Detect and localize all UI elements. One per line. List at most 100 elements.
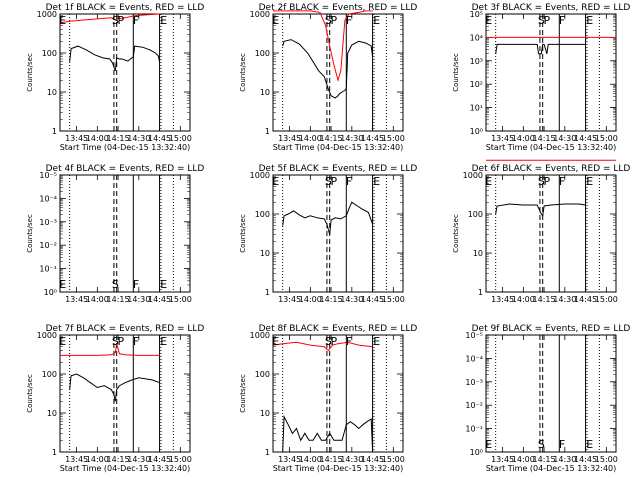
x-tick-label: 14:30 [553, 134, 576, 143]
x-tick-label: 15:00 [382, 455, 405, 464]
y-tick-label: 10⁻² [465, 401, 483, 410]
x-tick-label: 14:15 [533, 295, 556, 304]
y-axis-label: Counts/sec [452, 53, 460, 92]
x-tick-label: 15:00 [169, 134, 192, 143]
x-tick-label: 14:45 [574, 134, 597, 143]
y-tick-label: 1000 [250, 10, 270, 19]
marker-label-p: P [331, 335, 338, 348]
lld-series-line [59, 13, 160, 24]
panel-title: Det 3f BLACK = Events, RED = LLD [472, 3, 631, 13]
marker-label-p: P [331, 14, 338, 27]
x-tick-label: 14:30 [553, 295, 576, 304]
marker-label-f: F [559, 438, 565, 451]
x-tick-label: 14:45 [574, 455, 597, 464]
marker-label-e: E [272, 335, 279, 348]
x-axis-label: Start Time (04-Dec-15 13:32:40) [273, 464, 404, 473]
marker-label-e: E [59, 14, 66, 27]
y-tick-label: 10⁻¹ [465, 425, 483, 434]
marker-label-f: F [346, 175, 352, 188]
y-tick-label: 10¹ [470, 104, 483, 113]
y-tick-label: 100 [42, 370, 57, 379]
plot-frame [272, 334, 404, 453]
y-tick-label: 10 [47, 88, 57, 97]
x-tick-label: 15:00 [382, 295, 405, 304]
y-tick-label: 10² [470, 80, 483, 89]
marker-label-e: E [485, 438, 492, 451]
x-tick-label: 14:45 [361, 295, 384, 304]
marker-label-s: S [538, 175, 545, 188]
marker-label-s: S [325, 175, 332, 188]
events-series-line [282, 414, 374, 453]
x-tick-label: 14:30 [553, 455, 576, 464]
y-axis-label: Counts/sec [26, 53, 34, 92]
marker-label-s: S [325, 335, 332, 348]
marker-label-e: E [160, 335, 167, 348]
plot-frame [59, 13, 191, 132]
events-series-line [495, 43, 586, 55]
y-tick-label: 10⁻³ [465, 378, 483, 387]
panel-title: Det 1f BLACK = Events, RED = LLD [46, 3, 205, 13]
y-tick-label: 10⁻⁵ [465, 331, 483, 340]
events-series-line [282, 201, 374, 235]
y-tick-label: 10⁰ [44, 288, 57, 297]
x-tick-label: 14:45 [148, 134, 171, 143]
x-tick-label: 14:15 [320, 455, 343, 464]
x-tick-label: 14:15 [320, 134, 343, 143]
panel-title: Det 4f BLACK = Events, RED = LLD [46, 164, 205, 174]
y-tick-label: 1 [265, 448, 270, 457]
marker-label-e: E [373, 175, 380, 188]
lld-series-line [273, 10, 373, 83]
panel-title: Det 5f BLACK = Events, RED = LLD [259, 164, 418, 174]
y-tick-label: 100 [468, 210, 483, 219]
plot-frame [485, 334, 617, 453]
y-tick-label: 100 [42, 49, 57, 58]
x-tick-label: 14:00 [299, 134, 322, 143]
y-axis-label: Counts/sec [239, 53, 247, 92]
marker-label-s: S [112, 278, 119, 291]
panel-6: Det 6f BLACK = Events, RED = LLD 1 10 100 10… [452, 159, 630, 304]
x-tick-label: 14:30 [127, 455, 150, 464]
y-tick-label: 10⁵ [470, 10, 483, 19]
x-tick-label: 13:45 [278, 295, 301, 304]
marker-label-p: P [544, 14, 551, 27]
x-tick-label: 14:00 [86, 295, 109, 304]
marker-label-f: F [346, 14, 352, 27]
x-tick-label: 13:45 [491, 455, 514, 464]
x-tick-label: 14:45 [148, 455, 171, 464]
y-tick-label: 10 [47, 409, 57, 418]
marker-label-e: E [586, 438, 593, 451]
y-axis-label: Counts/sec [26, 374, 34, 413]
marker-label-s: S [538, 14, 545, 27]
x-tick-label: 13:45 [491, 295, 514, 304]
x-tick-label: 14:45 [361, 134, 384, 143]
events-series-line [282, 39, 374, 99]
marker-label-e: E [373, 335, 380, 348]
y-tick-label: 10⁻⁴ [465, 354, 483, 363]
marker-label-e: E [586, 14, 593, 27]
x-tick-label: 15:00 [169, 455, 192, 464]
plot-frame [485, 174, 617, 293]
y-tick-label: 1000 [250, 331, 270, 340]
y-tick-label: 100 [255, 210, 270, 219]
x-tick-label: 14:45 [361, 455, 384, 464]
marker-label-e: E [59, 278, 66, 291]
x-tick-label: 13:45 [278, 455, 301, 464]
x-axis-label: Start Time (04-Dec-15 13:32:40) [273, 143, 404, 152]
plot-frame [485, 13, 617, 132]
x-tick-label: 14:30 [127, 295, 150, 304]
marker-label-s: S [538, 438, 545, 451]
y-axis-label: Counts/sec [26, 214, 34, 253]
x-tick-label: 13:45 [65, 295, 88, 304]
x-tick-label: 14:15 [107, 455, 130, 464]
x-tick-label: 15:00 [382, 134, 405, 143]
y-axis-label: Counts/sec [239, 214, 247, 253]
events-series-line [69, 373, 160, 402]
x-tick-label: 13:45 [65, 455, 88, 464]
y-tick-label: 1 [52, 448, 57, 457]
x-tick-label: 13:45 [278, 134, 301, 143]
y-tick-label: 10 [260, 249, 270, 258]
lld-series-line [60, 343, 160, 356]
x-tick-label: 15:00 [595, 455, 618, 464]
plot-frame [272, 13, 404, 132]
